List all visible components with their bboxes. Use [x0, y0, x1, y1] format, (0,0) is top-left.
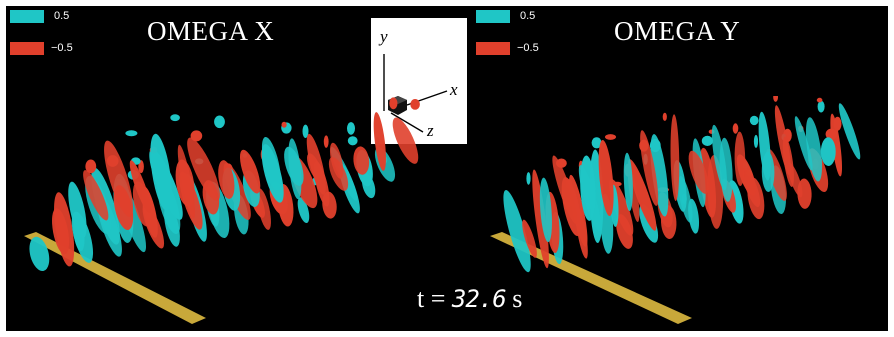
left-panel-title: OMEGA X [147, 16, 275, 46]
negative-vortex-blob [552, 155, 578, 224]
vortex-fragment [591, 137, 602, 149]
vortex-structures [503, 96, 861, 273]
negative-vortex-blob [373, 112, 386, 171]
positive-vortex-blob [580, 155, 596, 221]
vortex-fragment [732, 123, 739, 134]
vortex-fragment [604, 134, 617, 140]
negative-vortex-blob [670, 114, 680, 201]
left-legend-negative-label: −0.5 [51, 42, 73, 54]
negative-vortex-blob [628, 159, 657, 231]
vortex-fragment [138, 160, 144, 174]
positive-vortex-blob [623, 152, 633, 212]
positive-vortex-blob [29, 236, 50, 272]
negative-vortex-blob [129, 160, 152, 213]
vortex-fragment [214, 115, 225, 129]
positive-vortex-blob [297, 197, 310, 224]
negative-vortex-blob [239, 149, 261, 194]
vortex-fragment [749, 115, 759, 126]
omega-y-isosurface-render [490, 96, 861, 324]
time-unit: s [505, 284, 523, 313]
vortex-fragment [816, 97, 823, 103]
vortex-fragment [190, 130, 203, 142]
positive-vortex-blob [758, 111, 771, 181]
axes-orientation-gizmo: y x z [371, 18, 467, 144]
positive-vortex-blob [650, 134, 669, 217]
left-legend-positive-swatch [10, 10, 44, 23]
right-panel-title: OMEGA Y [614, 16, 741, 46]
positive-vortex-blob [794, 116, 813, 171]
negative-vortex-blob [52, 208, 70, 255]
vortex-fragment [281, 121, 287, 128]
x-axis-label: x [450, 80, 458, 99]
z-axis-label: z [427, 121, 434, 140]
positive-vortex-blob [820, 137, 836, 166]
vortex-fragment [347, 136, 358, 146]
left-legend-positive-label: 0.5 [54, 10, 70, 22]
visualization-canvas: 0.5 −0.5 OMEGA X y x z 0.5 − [6, 6, 888, 331]
time-prefix: t = [417, 284, 452, 313]
positive-vortex-blob [150, 133, 172, 211]
negative-vortex-blob [175, 159, 195, 207]
vortex-fragment [701, 135, 713, 146]
positive-vortex-blob [539, 177, 552, 243]
vortex-fragment [753, 134, 759, 148]
negative-vortex-blob [598, 139, 614, 217]
right-legend-positive-label: 0.5 [520, 10, 536, 22]
positive-vortex-blob [503, 190, 531, 273]
vortex-fragment [323, 135, 329, 148]
y-axis-label: y [380, 27, 388, 46]
vortex-fragment [125, 130, 138, 137]
positive-vortex-blob [805, 117, 823, 182]
positive-vortex-blob [261, 136, 281, 191]
negative-vortex-blob [532, 169, 549, 269]
negative-vortex-blob [392, 117, 419, 164]
omega-x-isosurface-render [24, 97, 420, 324]
vortex-fragment [347, 122, 355, 135]
positive-vortex-blob [838, 103, 861, 160]
left-legend-negative-swatch [10, 42, 44, 55]
negative-vortex-blob [734, 131, 746, 186]
right-legend-positive-swatch [476, 10, 510, 23]
negative-vortex-blob [307, 153, 323, 182]
negative-vortex-blob [83, 170, 109, 221]
vortex-fragment [662, 112, 667, 121]
negative-vortex-blob [187, 137, 220, 201]
time-readout: t = 32.6 s [417, 284, 522, 314]
vortex-fragment [389, 97, 398, 110]
negative-vortex-blob [353, 146, 370, 175]
time-value: 32.6 [451, 285, 507, 313]
negative-vortex-blob [522, 219, 537, 258]
negative-vortex-blob [774, 105, 791, 176]
positive-vortex-blob [284, 146, 304, 186]
vortex-fragment [833, 116, 842, 131]
vortex-fragment [170, 114, 180, 122]
vortex-fragment [302, 124, 309, 138]
vortex-fragment [526, 172, 531, 185]
vortex-fragment [85, 159, 97, 174]
negative-vortex-blob [218, 160, 235, 199]
vortex-fragment [410, 99, 420, 110]
vortex-structures [29, 97, 420, 272]
positive-vortex-blob [68, 181, 87, 239]
positive-vortex-blob [711, 124, 727, 191]
right-legend-negative-swatch [476, 42, 510, 55]
negative-vortex-blob [830, 113, 843, 177]
negative-vortex-blob [688, 150, 709, 194]
negative-vortex-blob [104, 140, 134, 217]
negative-vortex-blob [640, 130, 659, 206]
negative-vortex-blob [329, 142, 344, 179]
vortex-fragment [817, 100, 825, 113]
flat-plate [490, 232, 692, 324]
right-legend-negative-label: −0.5 [517, 42, 539, 54]
vortex-fragment [773, 96, 778, 102]
